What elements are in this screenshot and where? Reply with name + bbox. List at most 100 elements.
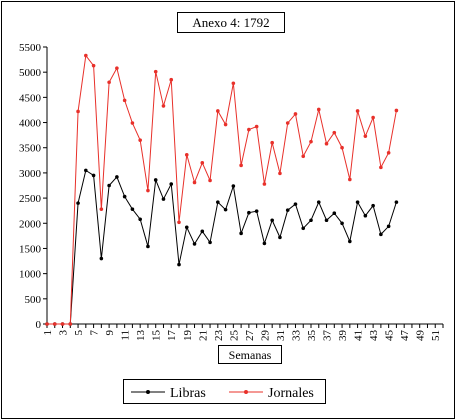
data-point	[386, 150, 391, 155]
data-point	[301, 226, 306, 231]
data-point	[316, 107, 321, 112]
x-tick-label: 1	[42, 330, 54, 336]
series-layer	[45, 53, 399, 326]
data-point	[254, 209, 259, 213]
data-point	[60, 322, 65, 326]
data-point	[254, 124, 259, 129]
data-point	[153, 69, 158, 74]
data-point	[115, 66, 119, 70]
series-line	[47, 54, 397, 325]
data-point	[99, 256, 104, 261]
data-point	[138, 138, 142, 142]
data-point	[363, 134, 368, 138]
data-point	[177, 220, 181, 225]
data-point	[278, 171, 282, 176]
x-tick-label: 33	[290, 330, 302, 342]
data-point	[216, 200, 220, 204]
data-point	[324, 218, 329, 223]
data-point	[332, 130, 337, 135]
data-point	[223, 122, 228, 127]
legend-item-jornales: Jornales	[229, 386, 314, 401]
x-tick-label: 23	[213, 330, 225, 342]
x-tick-label: 7	[89, 330, 101, 336]
data-point	[76, 109, 80, 114]
y-tick-label: 500	[25, 294, 42, 306]
data-point	[122, 194, 127, 199]
y-tick-label: 3000	[19, 168, 42, 180]
x-tick-label: 15	[151, 330, 163, 342]
legend-swatch-marker	[146, 390, 150, 394]
x-tick-label: 27	[244, 330, 256, 342]
x-tick-label: 29	[259, 330, 271, 342]
x-tick-label: 25	[228, 330, 240, 342]
data-point	[340, 145, 344, 150]
y-tick-label: 2000	[19, 218, 42, 230]
data-point	[309, 218, 313, 223]
data-point	[278, 235, 282, 240]
data-point	[99, 207, 104, 211]
data-point	[348, 239, 352, 244]
data-point	[301, 154, 306, 159]
data-point	[247, 127, 251, 132]
x-tick-label: 11	[120, 330, 132, 341]
data-point	[122, 98, 127, 103]
data-point	[184, 152, 189, 157]
data-point	[394, 108, 399, 113]
data-point	[231, 184, 236, 188]
data-point	[379, 165, 383, 170]
data-point	[262, 182, 267, 186]
data-point	[130, 207, 135, 211]
x-tick-label: 31	[275, 330, 287, 341]
data-point	[216, 109, 220, 113]
chart-title-box: Anexo 4: 1792	[177, 12, 285, 33]
data-point	[355, 109, 360, 113]
data-point	[169, 182, 174, 186]
data-point	[52, 322, 57, 326]
data-point	[239, 163, 243, 168]
data-point	[293, 202, 298, 206]
data-point	[84, 168, 88, 173]
x-tick-label: 39	[337, 330, 349, 342]
data-point	[91, 63, 96, 68]
x-tick-label: 3	[58, 330, 70, 336]
y-tick-label: 5500	[19, 42, 42, 54]
data-point	[247, 210, 251, 215]
chart-title: Anexo 4: 1792	[192, 15, 269, 30]
data-point	[161, 197, 166, 201]
data-point	[285, 121, 290, 125]
x-tick-label: 51	[430, 330, 442, 341]
data-point	[386, 224, 391, 229]
data-point	[84, 53, 88, 58]
x-tick-label: 37	[322, 330, 334, 342]
data-point	[239, 231, 243, 236]
axes: 0 500 1000 1500 2000 2500 3000 3500 4000 4500 5000…	[19, 42, 444, 342]
data-point	[309, 139, 313, 144]
x-tick-label: 5	[73, 330, 85, 336]
data-point	[107, 80, 111, 85]
data-point	[223, 207, 228, 212]
data-point	[348, 177, 352, 182]
data-point	[324, 141, 329, 146]
series-line	[47, 169, 397, 325]
y-tick-label: 4500	[19, 92, 42, 104]
data-point	[231, 81, 236, 86]
legend: Libras Jornales	[123, 379, 326, 404]
data-point	[107, 183, 111, 188]
y-tick-label: 2500	[19, 193, 42, 205]
x-axis-title: Semanas	[229, 348, 272, 362]
data-point	[316, 200, 321, 204]
data-point	[91, 173, 96, 178]
data-point	[363, 213, 368, 218]
data-point	[184, 225, 189, 230]
legend-item-libras: Libras	[131, 386, 206, 401]
data-point	[68, 322, 73, 326]
series-libras	[45, 168, 399, 326]
data-point	[394, 200, 399, 204]
data-point	[146, 188, 150, 193]
data-point	[76, 201, 80, 205]
x-tick-label: 43	[368, 330, 380, 342]
y-tick-label: 0	[36, 319, 42, 331]
x-tick-label: 21	[197, 330, 209, 341]
series-jornales	[45, 53, 399, 326]
